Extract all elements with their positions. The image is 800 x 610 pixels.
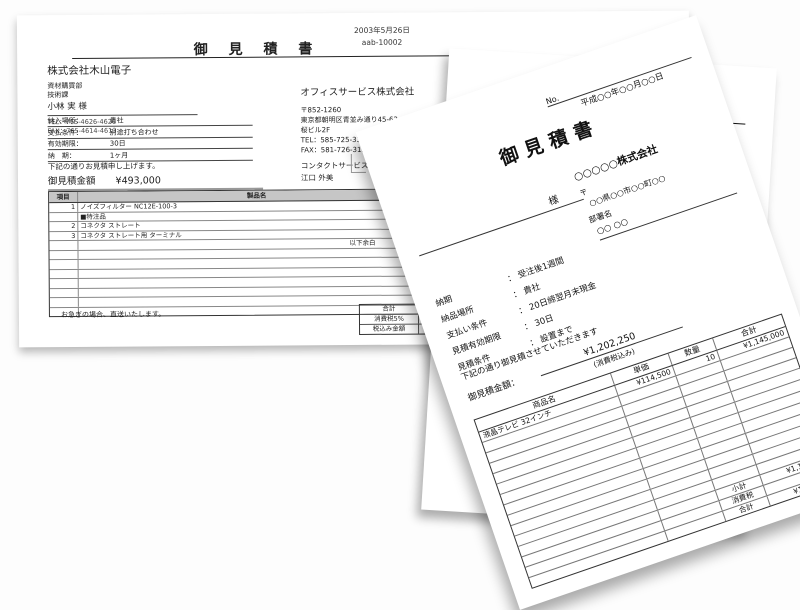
cell-no: [49, 240, 79, 250]
front-addressee-line: 様: [413, 182, 584, 257]
back-grandtotal-label: 税込み金額: [360, 324, 420, 334]
back-term-value: 貴社: [109, 116, 124, 125]
cell-no: 1: [49, 202, 79, 212]
back-term-row: 納入場所： 貴社: [47, 116, 253, 128]
back-term-label: 納入場所：: [47, 116, 83, 126]
cell-no: [49, 212, 79, 222]
back-term-label: 有効期限：: [47, 139, 83, 149]
back-footer-note: お急ぎの場合、直送いたします。: [60, 310, 166, 320]
back-term-label: 納 期：: [47, 151, 76, 160]
cell-no: 3: [49, 231, 79, 241]
back-amount-row: 御見積金額 ¥493,000: [47, 171, 264, 192]
back-amount-value: ¥493,000: [115, 175, 161, 187]
back-col-item: 項目: [49, 191, 79, 203]
back-term-value: 30日: [109, 139, 126, 148]
back-greeting: 下記の通りお見積申し上げます。: [47, 161, 160, 172]
back-supplier-company: オフィスサービス株式会社: [300, 86, 415, 99]
back-term-value: 1ヶ月: [109, 151, 129, 160]
back-total-label: 合計: [359, 304, 419, 314]
back-terms-block: 納入場所： 貴社 支払条件： 別途打ち合わせ 有効期限： 30日 納 期： 1ヶ…: [48, 117, 253, 164]
back-term-row: 有効期限： 30日: [47, 139, 253, 151]
back-client-company: 株式会社木山電子: [47, 64, 132, 78]
back-tax-label: 消費税5%: [359, 314, 420, 324]
back-client-person: 小林 実 様: [47, 101, 198, 117]
back-amount-label: 御見積金額: [47, 175, 96, 188]
cell-no: 2: [49, 221, 79, 231]
back-term-value: 別途打ち合わせ: [109, 127, 159, 137]
back-term-row: 支払条件： 別途打ち合わせ: [47, 127, 253, 139]
back-client-section: 技術課: [47, 91, 69, 100]
back-issue-date: 2003年5月26日: [353, 25, 410, 35]
back-term-label: 支払条件：: [47, 128, 83, 137]
